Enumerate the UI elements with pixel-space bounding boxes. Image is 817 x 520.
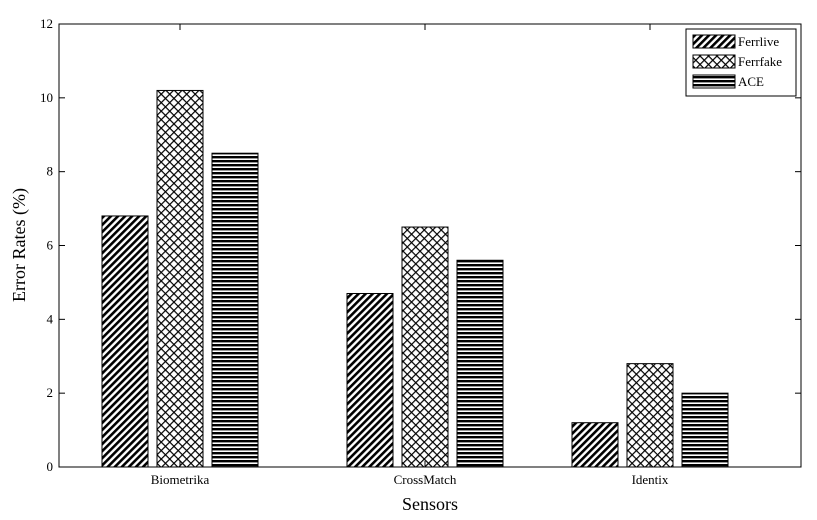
- x-tick-label: Identix: [632, 472, 669, 487]
- bar-ferrlive-identix: [571, 422, 619, 468]
- y-tick-label: 12: [40, 16, 53, 31]
- bar-ace-identix: [681, 392, 729, 468]
- legend-swatch-ferrfake: [692, 54, 736, 69]
- y-tick-label: 4: [47, 311, 54, 326]
- bar-ace-crossmatch: [456, 259, 504, 468]
- legend-label-ace: ACE: [738, 74, 764, 89]
- bar-ferrlive-crossmatch: [346, 292, 394, 468]
- y-tick-label: 10: [40, 90, 53, 105]
- legend: Ferrlive Ferrfake ACE: [685, 28, 797, 97]
- bar-ferrlive-biometrika: [101, 215, 149, 468]
- bar-ferrfake-biometrika: [156, 89, 204, 468]
- plot-frame: [58, 23, 802, 468]
- bar-ferrfake-identix: [626, 363, 674, 468]
- bar-ferrfake-crossmatch: [401, 226, 449, 468]
- legend-swatch-ace: [692, 74, 736, 89]
- legend-label-ferrfake: Ferrfake: [738, 54, 782, 69]
- y-axis-title: Error Rates (%): [9, 188, 30, 302]
- x-tick-label: CrossMatch: [394, 472, 457, 487]
- y-tick-label: 0: [47, 459, 54, 474]
- x-tick-label: Biometrika: [151, 472, 210, 487]
- y-tick-label: 6: [47, 238, 54, 253]
- legend-label-ferrlive: Ferrlive: [738, 34, 779, 49]
- legend-swatch-ferrlive: [692, 34, 736, 49]
- bar-ace-biometrika: [211, 152, 259, 468]
- y-tick-label: 2: [47, 385, 54, 400]
- y-tick-label: 8: [47, 164, 54, 179]
- x-axis-title: Sensors: [402, 494, 458, 514]
